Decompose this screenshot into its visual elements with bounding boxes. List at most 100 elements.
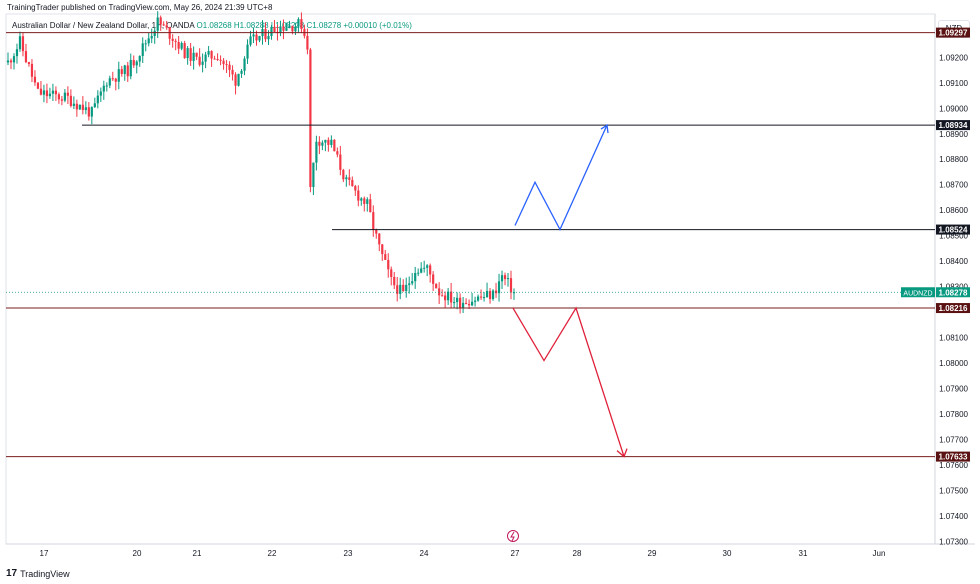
y-tick-label: 1.09200 (939, 53, 968, 62)
candle-body (141, 43, 144, 56)
x-tick-label: 30 (723, 549, 732, 558)
candle-body (462, 302, 465, 308)
candle-body (30, 63, 34, 77)
candle-body (183, 43, 186, 59)
candle-body (282, 26, 285, 31)
candle-body (384, 254, 387, 260)
candle-body (84, 107, 87, 111)
legend-close: C1.08278 (306, 21, 342, 30)
candle-body (234, 74, 237, 86)
x-tick-label: 23 (344, 549, 353, 558)
candle-body (399, 284, 402, 294)
y-tick-label: 1.07800 (939, 410, 968, 419)
candle-body (126, 65, 129, 77)
candle-body (297, 19, 300, 27)
candle-body (156, 17, 159, 31)
current-price-bg (936, 287, 970, 298)
candle-body (111, 78, 114, 80)
candle-body (512, 292, 516, 294)
candle-body (21, 36, 25, 52)
x-tick-label: 27 (511, 549, 520, 558)
y-tick-label: 1.08400 (939, 257, 968, 266)
candle-body (144, 43, 147, 45)
candle-body (66, 92, 69, 96)
candle-body (285, 28, 288, 31)
candle-body (228, 64, 231, 70)
candle-body (381, 244, 384, 255)
candle-body (51, 90, 55, 94)
symbol-tag: AUDNZD (903, 290, 932, 297)
candle-body (369, 199, 372, 213)
candle-body (75, 103, 78, 110)
candle-body (45, 90, 49, 97)
price-label: 1.08524 (939, 226, 968, 235)
candle-body (363, 198, 366, 204)
candle-body (339, 154, 342, 170)
candle-body (168, 27, 171, 39)
candle-body (438, 288, 441, 296)
candle-body (225, 64, 228, 66)
candle-body (129, 60, 132, 77)
x-tick-label: 17 (40, 549, 49, 558)
y-tick-label: 1.08000 (939, 359, 968, 368)
symbol-tag-bg (901, 287, 935, 298)
candle-body (57, 94, 60, 100)
candle-body (291, 25, 294, 32)
candle-body (456, 297, 459, 303)
candle-body (306, 35, 309, 50)
candle-body (69, 95, 72, 106)
y-tick-label: 1.08500 (939, 232, 968, 241)
candle-body (444, 295, 447, 301)
price-label-bg (936, 303, 970, 314)
candle-body (372, 212, 375, 230)
candle-body (231, 69, 234, 75)
candle-body (237, 73, 240, 86)
candle-body (473, 300, 477, 302)
candle-body (288, 25, 291, 29)
candle-body (315, 141, 318, 163)
plot-frame (5, 13, 936, 545)
price-label: 1.07633 (939, 453, 968, 462)
legend-low: L1.08228 (270, 21, 305, 30)
candle-body (447, 291, 450, 301)
candle-body (87, 107, 90, 117)
candle-body (330, 139, 333, 145)
candle-body (408, 283, 411, 285)
candle-body (491, 290, 495, 300)
candle-body (450, 291, 453, 303)
x-tick-label: 28 (573, 549, 582, 558)
candle-body (467, 303, 471, 306)
candle-body (63, 92, 66, 101)
y-tick-label: 1.09100 (939, 79, 968, 88)
candle-body (396, 285, 399, 294)
candle-body (165, 25, 168, 28)
candle-body (470, 301, 474, 306)
candle-body (135, 61, 138, 66)
candle-body (441, 295, 444, 297)
candle-body (39, 88, 43, 95)
price-label: 1.08934 (939, 121, 968, 130)
x-tick-label: 21 (193, 549, 202, 558)
candle-body (138, 55, 141, 62)
candle-body (180, 43, 183, 49)
candle-body (48, 93, 52, 97)
x-tick-label: 22 (268, 549, 277, 558)
candle-body (9, 60, 13, 63)
candle-body (171, 38, 174, 41)
candle-body (207, 51, 210, 55)
top-bar: TrainingTrader published on TradingView.… (0, 0, 980, 14)
candle-body (482, 297, 486, 299)
candle-body (243, 58, 246, 71)
candle-body (309, 49, 312, 188)
candle-body (321, 142, 324, 146)
candle-body (162, 24, 165, 26)
price-label-bg (936, 27, 970, 38)
candle-body (117, 69, 120, 82)
candle-body (204, 54, 207, 62)
event-lightning-icon (507, 530, 519, 542)
symbol-title[interactable]: Australian Dollar / New Zealand Dollar, … (12, 21, 195, 30)
y-tick-label: 1.08900 (939, 130, 968, 139)
candle-body (488, 290, 492, 300)
candle-body (264, 28, 267, 40)
